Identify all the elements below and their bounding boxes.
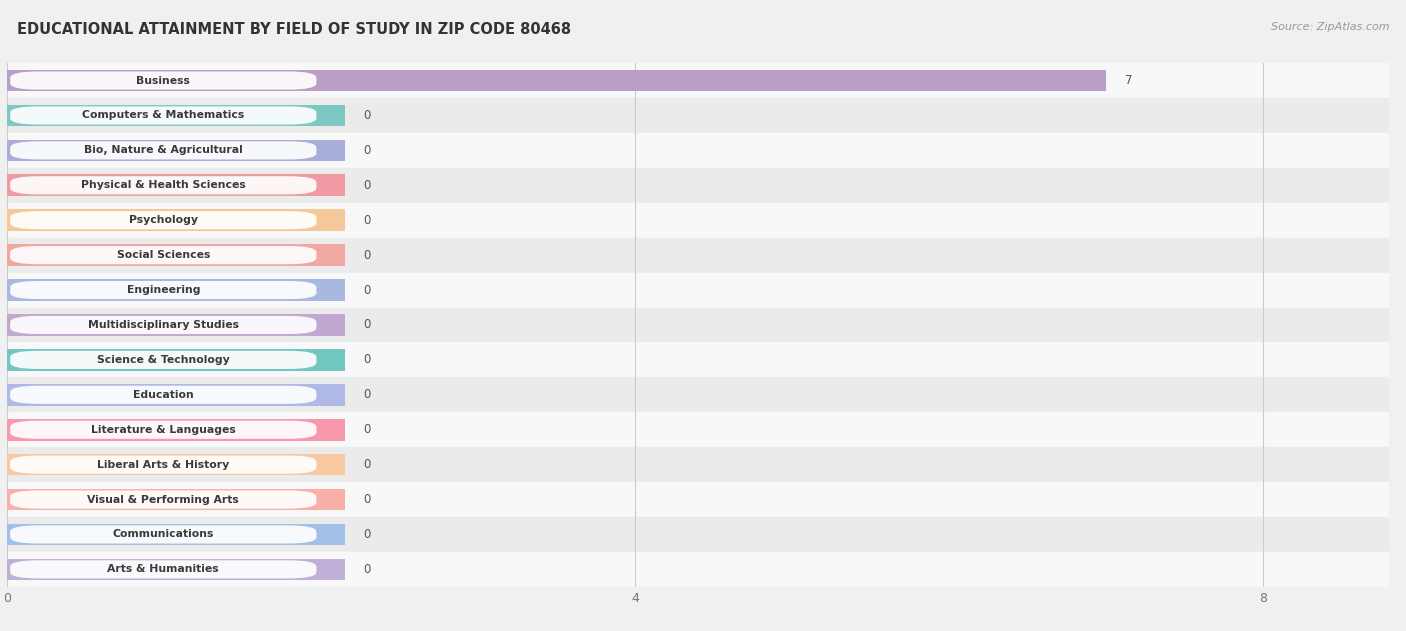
Bar xyxy=(7,419,344,440)
Bar xyxy=(7,273,1389,307)
Text: Engineering: Engineering xyxy=(127,285,200,295)
Bar xyxy=(7,209,344,231)
Text: 0: 0 xyxy=(364,179,371,192)
Text: 0: 0 xyxy=(364,283,371,297)
Bar xyxy=(7,482,1389,517)
Bar xyxy=(7,63,1389,98)
FancyBboxPatch shape xyxy=(10,141,316,160)
Text: Science & Technology: Science & Technology xyxy=(97,355,229,365)
Text: Psychology: Psychology xyxy=(129,215,198,225)
Bar xyxy=(7,524,344,545)
Text: Communications: Communications xyxy=(112,529,214,540)
Text: Visual & Performing Arts: Visual & Performing Arts xyxy=(87,495,239,505)
Text: 0: 0 xyxy=(364,144,371,157)
Bar xyxy=(7,133,1389,168)
Bar xyxy=(7,377,1389,412)
Text: Bio, Nature & Agricultural: Bio, Nature & Agricultural xyxy=(84,145,243,155)
Bar xyxy=(7,349,344,370)
Bar xyxy=(7,105,344,126)
Text: 0: 0 xyxy=(364,423,371,436)
FancyBboxPatch shape xyxy=(10,176,316,194)
Bar xyxy=(7,175,344,196)
Text: Education: Education xyxy=(134,390,194,400)
Text: Arts & Humanities: Arts & Humanities xyxy=(107,564,219,574)
Bar xyxy=(7,552,1389,587)
Text: 0: 0 xyxy=(364,388,371,401)
FancyBboxPatch shape xyxy=(10,351,316,369)
Text: 0: 0 xyxy=(364,109,371,122)
Bar xyxy=(7,517,1389,552)
Bar xyxy=(7,489,344,510)
Text: Source: ZipAtlas.com: Source: ZipAtlas.com xyxy=(1271,22,1389,32)
Text: Literature & Languages: Literature & Languages xyxy=(91,425,236,435)
FancyBboxPatch shape xyxy=(10,490,316,509)
Bar xyxy=(7,343,1389,377)
Bar xyxy=(7,238,1389,273)
Text: 0: 0 xyxy=(364,249,371,262)
Bar xyxy=(7,454,344,475)
FancyBboxPatch shape xyxy=(10,456,316,474)
Bar xyxy=(7,203,1389,238)
Bar xyxy=(7,168,1389,203)
Bar xyxy=(7,70,1107,91)
Text: 0: 0 xyxy=(364,319,371,331)
Text: 0: 0 xyxy=(364,458,371,471)
FancyBboxPatch shape xyxy=(10,107,316,124)
Text: EDUCATIONAL ATTAINMENT BY FIELD OF STUDY IN ZIP CODE 80468: EDUCATIONAL ATTAINMENT BY FIELD OF STUDY… xyxy=(17,22,571,37)
Bar xyxy=(7,139,344,161)
FancyBboxPatch shape xyxy=(10,386,316,404)
Text: Social Sciences: Social Sciences xyxy=(117,250,209,260)
FancyBboxPatch shape xyxy=(10,281,316,299)
Bar xyxy=(7,314,344,336)
Text: 0: 0 xyxy=(364,563,371,576)
Text: 0: 0 xyxy=(364,528,371,541)
Bar xyxy=(7,412,1389,447)
Text: Business: Business xyxy=(136,76,190,86)
Bar xyxy=(7,447,1389,482)
FancyBboxPatch shape xyxy=(10,71,316,90)
Text: 7: 7 xyxy=(1125,74,1133,87)
Bar xyxy=(7,307,1389,343)
Bar xyxy=(7,98,1389,133)
FancyBboxPatch shape xyxy=(10,316,316,334)
FancyBboxPatch shape xyxy=(10,246,316,264)
FancyBboxPatch shape xyxy=(10,421,316,439)
Text: Liberal Arts & History: Liberal Arts & History xyxy=(97,459,229,469)
Text: 0: 0 xyxy=(364,214,371,227)
FancyBboxPatch shape xyxy=(10,526,316,543)
Text: Physical & Health Sciences: Physical & Health Sciences xyxy=(82,180,246,191)
Bar xyxy=(7,558,344,580)
Text: Multidisciplinary Studies: Multidisciplinary Studies xyxy=(87,320,239,330)
Bar xyxy=(7,384,344,406)
FancyBboxPatch shape xyxy=(10,211,316,229)
Bar xyxy=(7,280,344,301)
Bar xyxy=(7,244,344,266)
FancyBboxPatch shape xyxy=(10,560,316,579)
Text: Computers & Mathematics: Computers & Mathematics xyxy=(82,110,245,121)
Text: 0: 0 xyxy=(364,353,371,367)
Text: 0: 0 xyxy=(364,493,371,506)
